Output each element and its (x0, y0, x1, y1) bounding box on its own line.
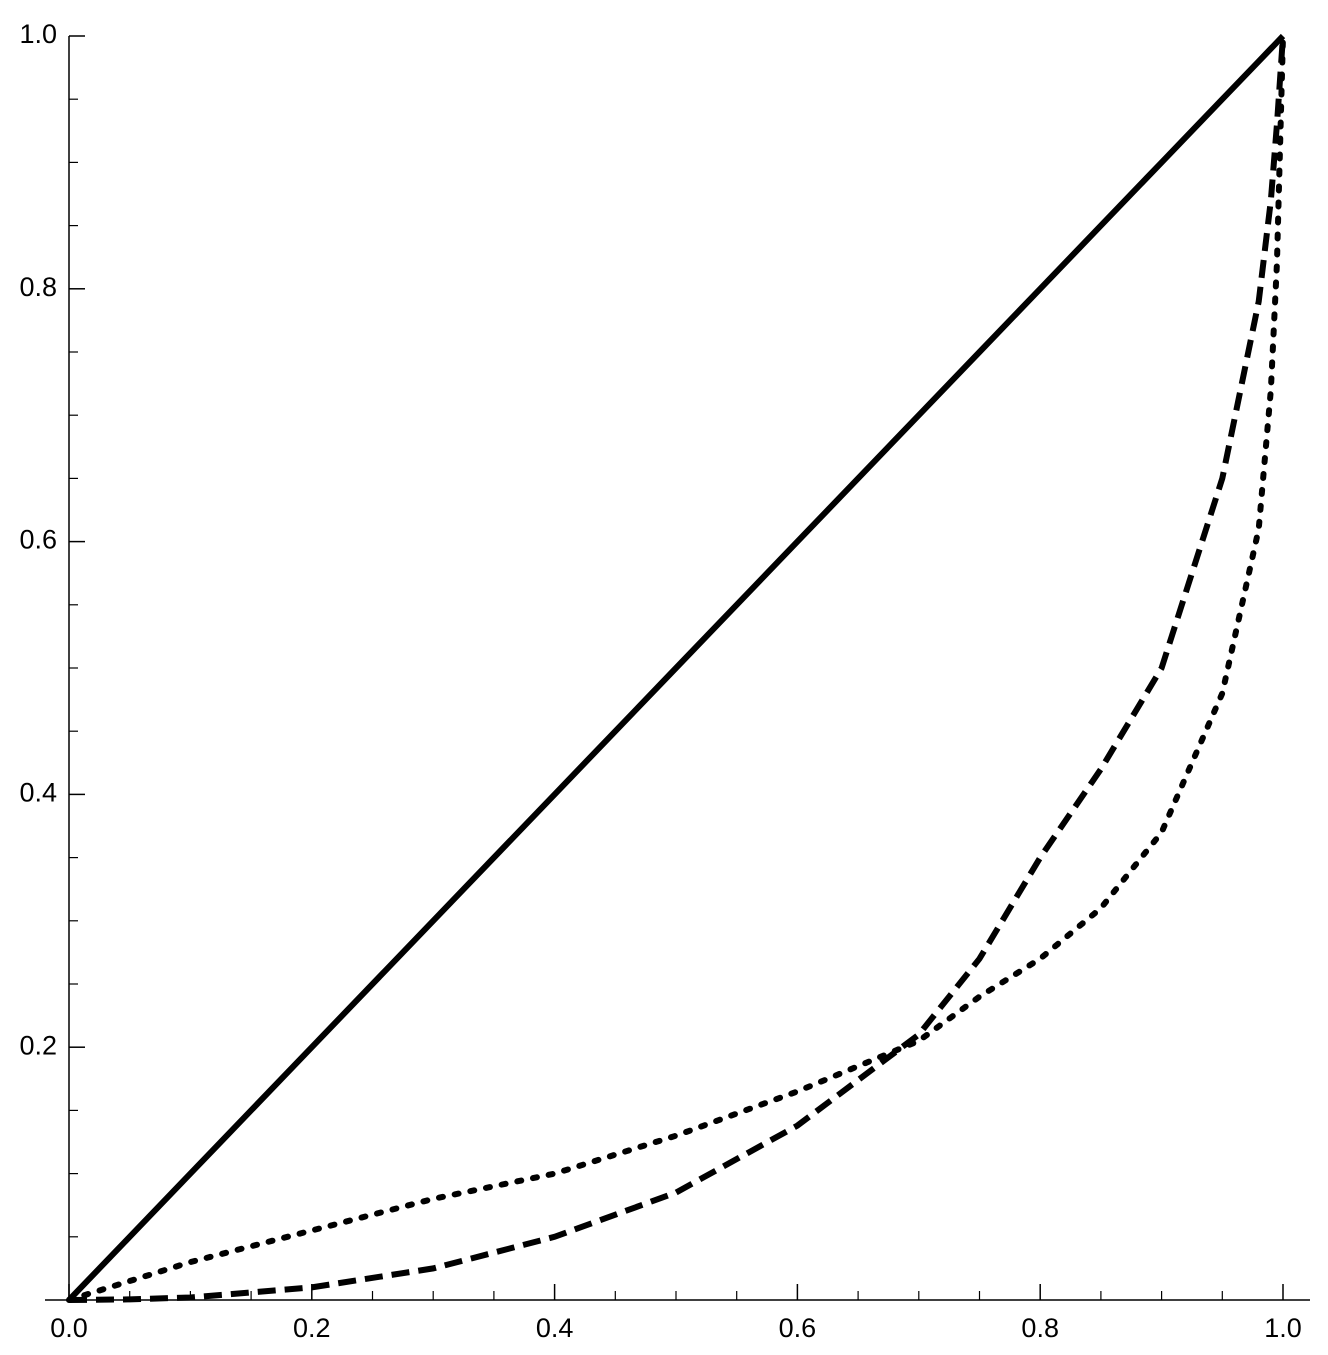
series-line (68, 35, 1286, 1303)
series-line (66, 33, 1286, 1303)
y-tick-label: 0.8 (19, 272, 57, 302)
y-tick-label: 0.4 (19, 778, 57, 808)
x-tick-label: 0.0 (50, 1313, 88, 1343)
x-tick-label: 0.2 (293, 1313, 331, 1343)
x-tick-label: 0.8 (1021, 1313, 1059, 1343)
series-line (66, 33, 1286, 1303)
y-tick-label: 1.0 (19, 19, 57, 49)
y-tick-label: 0.6 (19, 525, 57, 555)
y-tick-label: 0.2 (19, 1030, 57, 1060)
x-tick-label: 0.4 (536, 1313, 574, 1343)
x-tick-label: 0.6 (779, 1313, 817, 1343)
x-tick-label: 1.0 (1264, 1313, 1302, 1343)
